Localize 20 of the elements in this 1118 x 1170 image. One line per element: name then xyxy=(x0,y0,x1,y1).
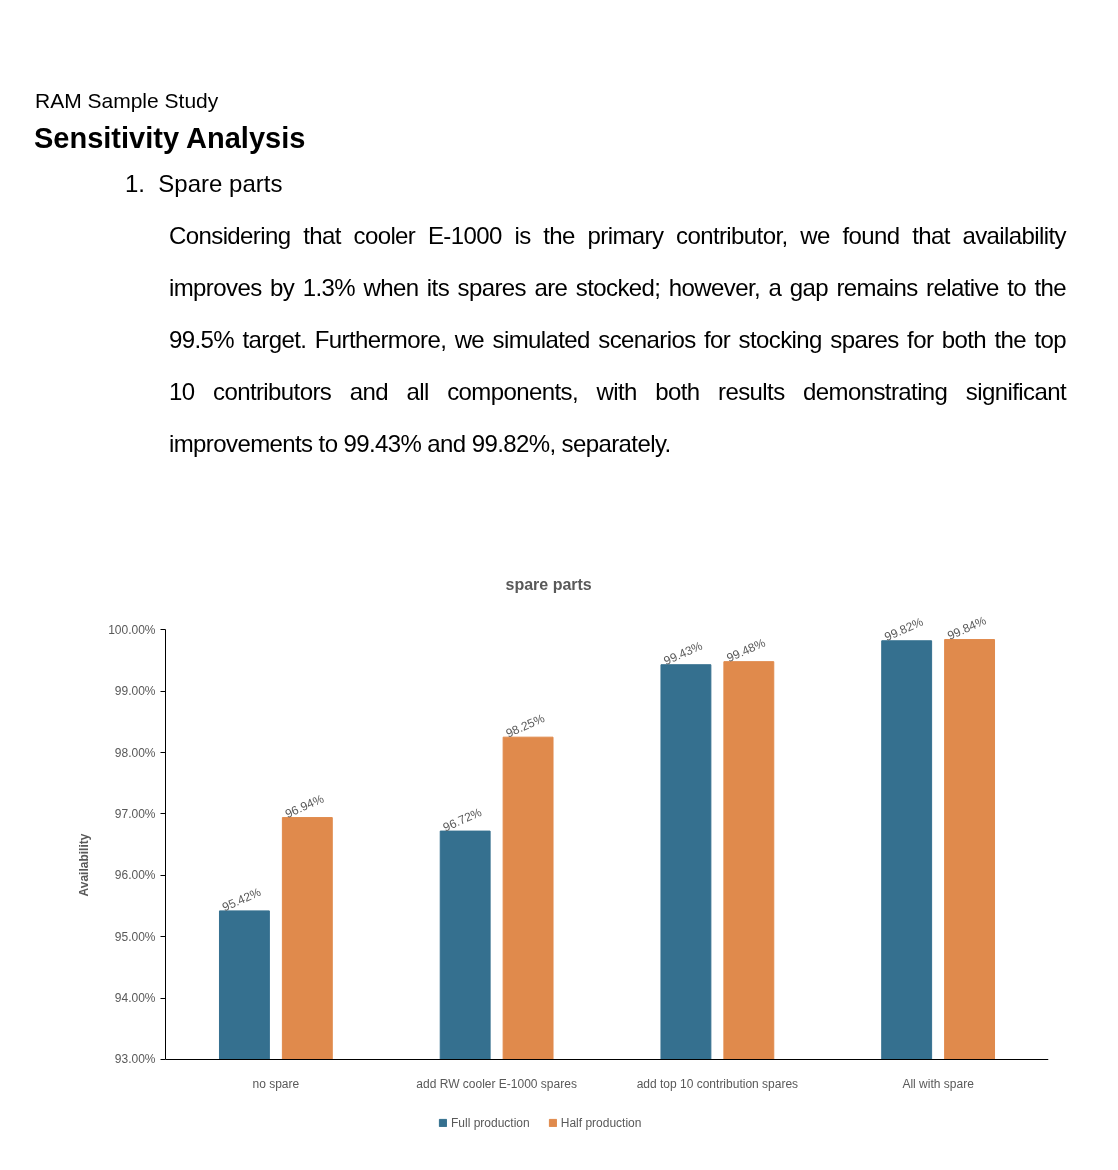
x-tick-label: no spare xyxy=(252,1077,300,1092)
text: Considering that cooler E-1000 is the primary contributor, we found that availability improves by 1.3% when its spares are stocked; however, a gap remains relative to the 99.5% target. Furthermore, we simulated scenarios for stocking spares for both the top 10 contributors and all components, with both results demonstrating significant improvements to 99.43% and 99.82%, separately. xyxy=(169,220,1066,459)
y-tick-label: 99.00% xyxy=(114,683,156,698)
legend-label: Full production xyxy=(451,1115,530,1130)
y-tick-label: 96.00% xyxy=(114,867,156,882)
y-axis-title: Availability xyxy=(77,832,92,897)
legend-label: Half production xyxy=(560,1115,642,1130)
text: RAM Sample Study xyxy=(35,88,219,114)
text: 1. Spare parts xyxy=(125,169,283,200)
chart-title: spare parts xyxy=(505,575,592,593)
y-tick-label: 95.00% xyxy=(114,929,156,944)
text: Sensitivity Analysis xyxy=(34,121,306,156)
x-tick-label: All with spare xyxy=(902,1077,975,1092)
y-tick-label: 97.00% xyxy=(114,806,156,821)
y-tick-label: 98.00% xyxy=(114,745,156,760)
y-tick-label: 93.00% xyxy=(114,1052,156,1067)
x-tick-label: add RW cooler E-1000 spares xyxy=(416,1077,577,1092)
x-tick-label: add top 10 contribution spares xyxy=(636,1077,799,1092)
y-tick-label: 94.00% xyxy=(114,990,156,1005)
y-tick-label: 100.00% xyxy=(108,622,156,637)
